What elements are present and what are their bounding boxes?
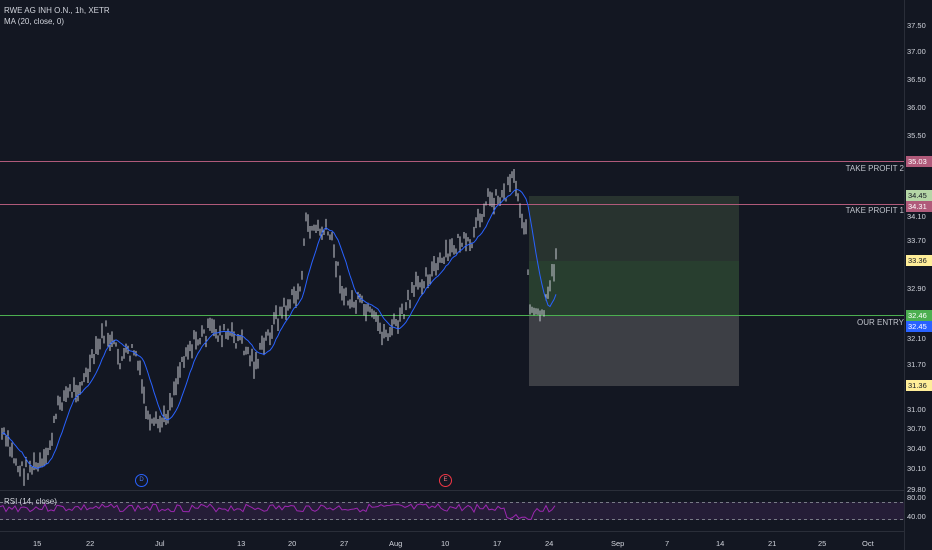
take-profit-2-label: TAKE PROFIT 2	[845, 164, 904, 173]
price-tick: 34.10	[907, 212, 926, 221]
price-tick: 36.50	[907, 75, 926, 84]
price-tick: 29.80	[907, 485, 926, 494]
stop-price-tag: 31.36	[906, 380, 932, 391]
time-tick: 25	[818, 539, 827, 548]
ma-legend[interactable]: MA (20, close, 0)	[4, 17, 65, 26]
take-profit-1-label: TAKE PROFIT 1	[845, 206, 904, 215]
time-tick: 15	[33, 539, 42, 548]
time-tick: Sep	[611, 539, 625, 548]
price-tick: 32.90	[907, 284, 926, 293]
entry-price-tag: 32.46	[906, 310, 932, 321]
time-tick: Oct	[862, 539, 874, 548]
dividend-marker-icon[interactable]: D	[135, 474, 148, 487]
time-tick: 13	[237, 539, 246, 548]
price-tick: 32.10	[907, 334, 926, 343]
price-tick: 31.70	[907, 360, 926, 369]
rsi-band	[0, 502, 904, 520]
moving-average-line	[1, 188, 557, 469]
entry-label: OUR ENTRY	[857, 318, 904, 327]
tp2-price-tag: 35.03	[906, 156, 932, 167]
price-tick: 30.40	[907, 444, 926, 453]
profit-zone	[529, 261, 739, 316]
time-tick: Jul	[155, 539, 165, 548]
price-tick: 31.00	[907, 405, 926, 414]
time-tick: 24	[545, 539, 554, 548]
price-bars	[1, 169, 557, 486]
target-price-tag: 34.45	[906, 190, 932, 201]
profit-zone-upper	[529, 196, 739, 261]
price-tick: 33.70	[907, 236, 926, 245]
rsi-tick: 80.00	[907, 493, 926, 502]
time-tick: 14	[716, 539, 725, 548]
time-tick: 7	[665, 539, 670, 548]
rsi-tick: 40.00	[907, 512, 926, 521]
tp1-price-tag: 34.31	[906, 201, 932, 212]
price-tick: 30.70	[907, 424, 926, 433]
symbol-title[interactable]: RWE AG INH O.N., 1h, XETR	[4, 6, 110, 15]
time-tick: 17	[493, 539, 502, 548]
time-tick: 10	[441, 539, 450, 548]
rsi-line	[0, 502, 556, 521]
loss-zone	[529, 316, 739, 386]
price-tick: 30.10	[907, 464, 926, 473]
time-tick: 20	[288, 539, 297, 548]
current-price-tag: 32.45	[906, 321, 932, 332]
rsi-legend[interactable]: RSI (14, close)	[4, 497, 57, 506]
time-tick: 27	[340, 539, 349, 548]
last-price-tag: 33.36	[906, 255, 932, 266]
time-tick: Aug	[389, 539, 403, 548]
price-tick: 35.50	[907, 131, 926, 140]
time-tick: 22	[86, 539, 95, 548]
price-tick: 37.00	[907, 47, 926, 56]
price-tick: 37.50	[907, 21, 926, 30]
time-tick: 21	[768, 539, 777, 548]
earnings-marker-icon[interactable]: E	[439, 474, 452, 487]
price-tick: 36.00	[907, 103, 926, 112]
